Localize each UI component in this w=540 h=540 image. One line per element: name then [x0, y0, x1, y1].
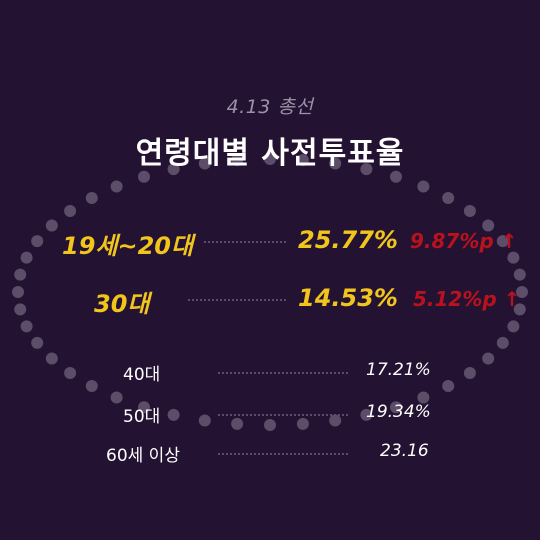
age-label-60-plus: 60세 이상 [106, 446, 180, 466]
turnout-delta-19-20s: 9.87%p ↑ [410, 229, 518, 253]
ellipse-dot [513, 303, 526, 316]
ellipse-dot [496, 336, 509, 349]
dotted-leader [188, 299, 286, 301]
ellipse-dot [329, 157, 342, 170]
turnout-delta-30s: 5.12%p ↑ [413, 287, 521, 311]
ellipse-dot [110, 391, 123, 404]
ellipse-dot [231, 154, 244, 167]
ellipse-dot [167, 163, 180, 176]
ellipse-dot [264, 153, 276, 165]
age-label-50s: 50대 [123, 407, 161, 427]
ellipse-dot [45, 352, 58, 365]
page-title: 연령대별 사전투표율 [135, 136, 405, 171]
ellipse-dot [31, 235, 44, 248]
turnout-value-40s: 17.21% [366, 360, 431, 380]
dotted-leader [218, 372, 348, 374]
ellipse-dot [64, 205, 77, 217]
ellipse-dot [463, 367, 476, 379]
ellipse-dot [31, 336, 44, 349]
ellipse-dot [390, 170, 402, 183]
election-subtitle: 4.13 총선 [226, 96, 314, 118]
ellipse-dot [110, 180, 123, 193]
ellipse-dot [507, 320, 520, 333]
ellipse-dot [20, 320, 33, 333]
ellipse-dot [507, 251, 520, 264]
ellipse-dot [442, 380, 455, 392]
ellipse-dot [85, 380, 98, 392]
ellipse-dot [513, 268, 526, 281]
ellipse-dot [198, 157, 211, 170]
ellipse-dot [85, 192, 98, 204]
ellipse-dot [231, 417, 244, 430]
ellipse-dot [45, 219, 58, 232]
ellipse-dot [14, 268, 27, 281]
ellipse-dot [264, 419, 276, 431]
age-label-30s: 30대 [94, 290, 150, 318]
ellipse-dot [417, 180, 430, 193]
ellipse-dot [138, 401, 150, 414]
ellipse-dot [12, 286, 24, 298]
ellipse-dot [482, 352, 495, 365]
age-label-40s: 40대 [123, 365, 161, 385]
ellipse-dot [390, 401, 402, 414]
ellipse-dot [296, 154, 309, 167]
ellipse-dot [14, 303, 27, 316]
turnout-value-60-plus: 23.16 [380, 441, 429, 461]
ellipse-dot [198, 414, 211, 427]
turnout-value-19-20s: 25.77% [298, 226, 398, 254]
ellipse-dot [138, 170, 150, 183]
ellipse-dot [496, 235, 509, 248]
ellipse-dot [482, 219, 495, 232]
ellipse-dot [64, 367, 77, 379]
dotted-leader [204, 241, 286, 243]
ellipse-dot [329, 414, 342, 427]
ellipse-dot [516, 286, 528, 298]
dotted-leader [218, 453, 348, 455]
ellipse-dot [442, 192, 455, 204]
ellipse-dot [360, 163, 373, 176]
dotted-leader [218, 414, 348, 416]
turnout-value-30s: 14.53% [298, 284, 398, 312]
ellipse-dot [20, 251, 33, 264]
ellipse-dot [417, 391, 430, 404]
ellipse-dot [167, 408, 180, 421]
age-label-19-20s: 19세~20대 [62, 232, 194, 260]
ellipse-dot [463, 205, 476, 217]
ellipse-dot [296, 417, 309, 430]
ellipse-dot [360, 408, 373, 421]
turnout-value-50s: 19.34% [366, 402, 431, 422]
